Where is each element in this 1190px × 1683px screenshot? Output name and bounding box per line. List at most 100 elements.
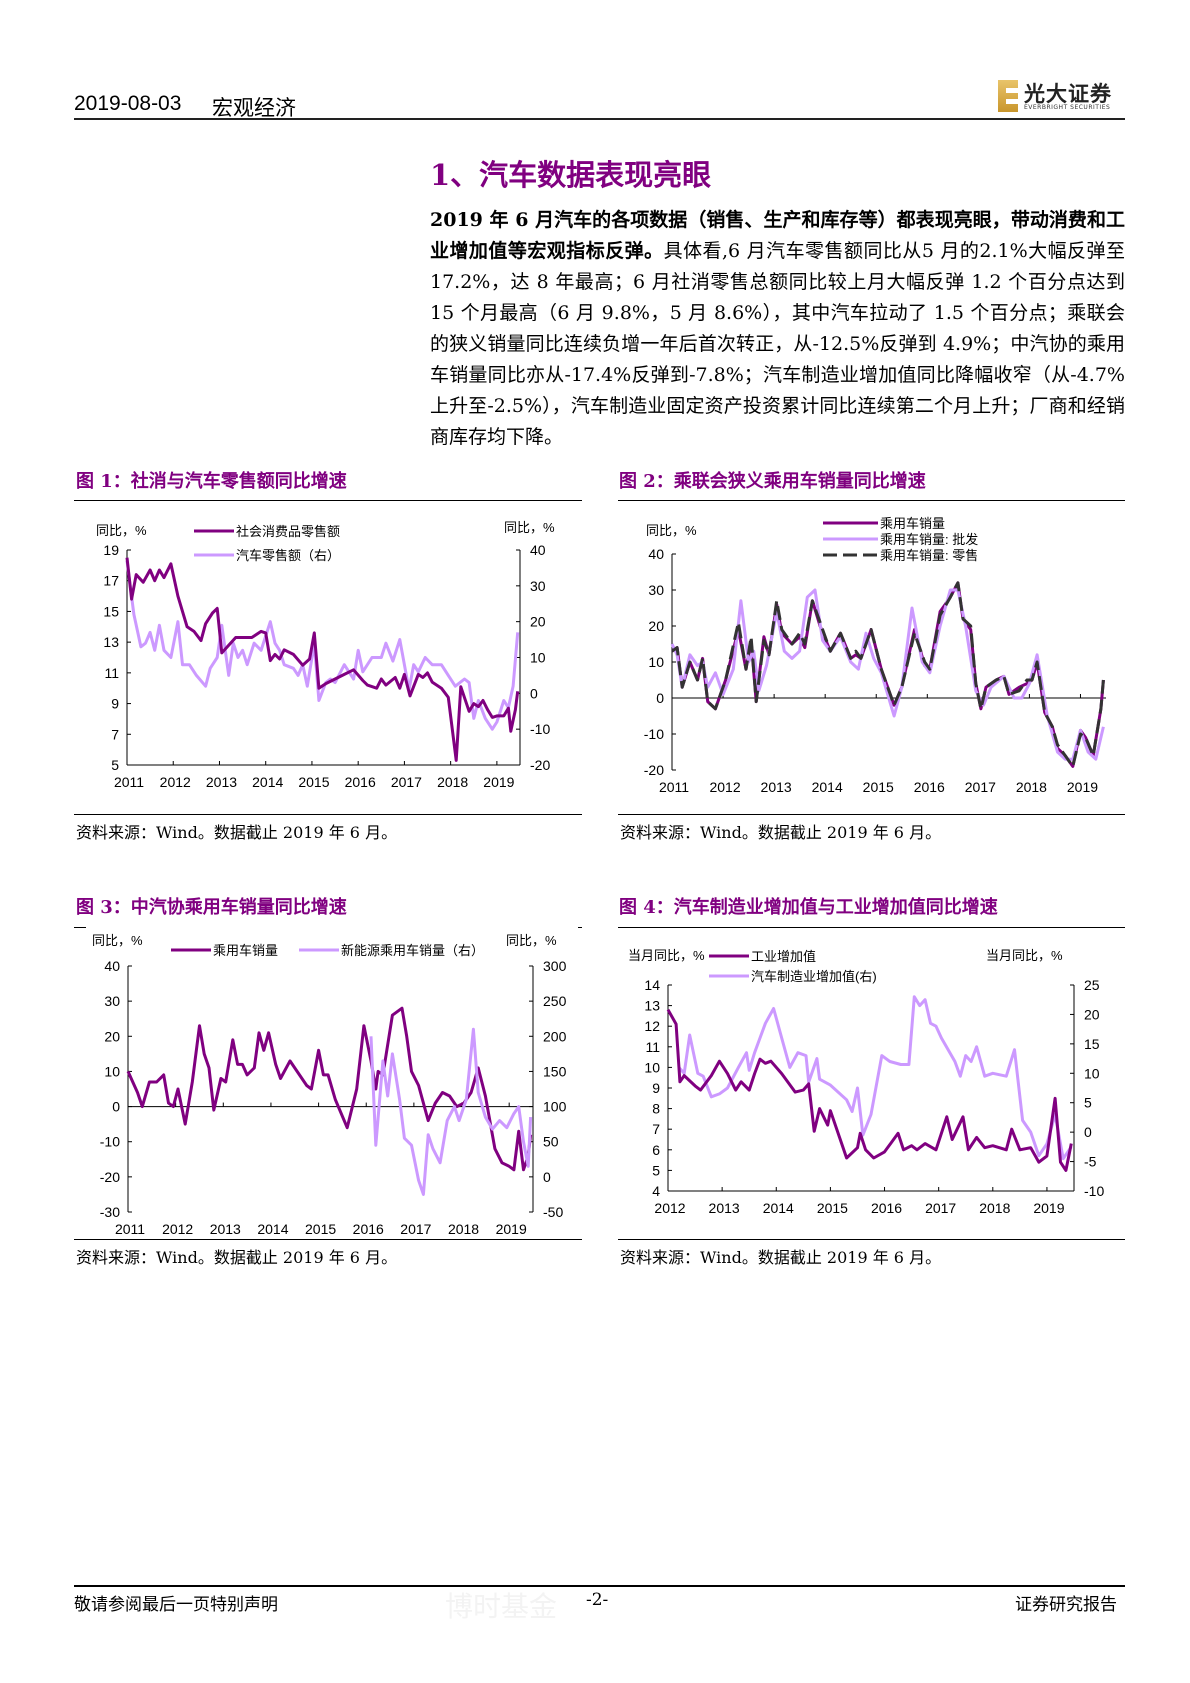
logo-en-text: EVERBRIGHT SECURITIES [1024,104,1111,111]
x-tick-label: 2015 [305,1221,336,1235]
left-y-tick-label: 7 [652,1121,660,1137]
legend-label: 乘用车销量: 批发 [880,532,978,547]
left-y-tick-label: -10 [100,1134,120,1150]
left-axis-unit: 当月同比，% [628,948,705,963]
figure-2-title: 图 2：乘联会狭义乘用车销量同比增速 [619,471,926,492]
right-y-tick-label: -10 [530,721,550,737]
paragraph-body: 具体看,6 月汽车零售额同比从5 月的2.1%大幅反弹至 17.2%，达 8 年… [430,240,1125,448]
x-tick-label: 2013 [210,1221,241,1235]
left-y-tick-label: -30 [100,1204,120,1220]
right-y-tick-label: 25 [1084,977,1100,993]
watermark: 博时基金 [445,1590,558,1623]
left-y-tick-label: 10 [644,1059,660,1075]
figure-1-title: 图 1：社消与汽车零售额同比增速 [76,471,347,492]
legend-label: 乘用车销量: 零售 [880,548,978,563]
figure-3-bottom-rule [74,1239,582,1240]
figure-4-chart: 4 5 6 7 8 9 10 11 12 13 14 -10 -5 0 5 10 15 20 25 2012 2013 2… [628,948,1104,1216]
figure-4-bottom-rule [618,1239,1125,1240]
left-y-tick-label: 0 [112,1099,120,1115]
right-y-tick-label: 250 [543,993,567,1009]
left-y-tick-label: 17 [103,573,119,589]
left-y-tick-label: -20 [100,1169,120,1185]
x-tick-label: 2017 [391,774,422,790]
right-axis-unit: 当月同比，% [986,948,1063,963]
x-tick-label: 2017 [965,779,996,795]
left-y-tick-label: 8 [652,1101,660,1117]
x-tick-label: 2017 [925,1200,956,1216]
left-y-tick-label: 5 [111,757,119,773]
x-tick-label: 2015 [817,1200,848,1216]
left-axis-unit: 同比，% [92,933,143,948]
right-y-tick-label: 0 [1084,1124,1092,1140]
logo-mark-icon [998,80,1018,112]
right-y-tick-label: -5 [1084,1154,1097,1170]
x-tick-label: 2019 [1033,1200,1064,1216]
legend-label: 乘用车销量 [213,943,278,958]
figure-1-chart: 5 7 9 11 13 15 17 19 -20 -10 0 10 20 30 40 2011 2012 2013… [96,520,555,790]
x-tick-label: 2016 [353,1221,384,1235]
right-y-tick-label: -20 [530,757,550,773]
left-y-tick-label: 11 [104,665,119,681]
series-line-1 [125,557,520,762]
x-tick-label: 2011 [659,779,689,795]
legend-label: 汽车零售额（右） [236,548,340,563]
footer-divider [74,1585,1125,1587]
x-tick-label: 2018 [979,1200,1010,1216]
left-y-tick-label: 30 [648,582,664,598]
x-tick-label: 2014 [257,1221,288,1235]
left-y-tick-label: -10 [644,726,664,742]
figure-2-top-rule [618,500,1125,501]
page-number: -2- [586,1590,609,1610]
left-y-tick-label: 14 [644,977,660,993]
left-y-tick-label: 7 [111,726,119,742]
x-tick-label: 2018 [1016,779,1047,795]
left-y-tick-label: 13 [103,634,119,650]
figure-2-chart: -20 -10 0 10 20 30 40 2011 2012 2013 2014 2015 2016 2… [644,516,1106,795]
x-tick-label: 2016 [871,1200,902,1216]
right-y-tick-label: 10 [1084,1065,1100,1081]
x-tick-label: 2014 [812,779,843,795]
x-tick-label: 2011 [115,1221,145,1235]
figure-4-title: 图 4：汽车制造业增加值与工业增加值同比增速 [619,897,998,918]
figure-1-source: 资料来源：Wind。数据截止 2019 年 6 月。 [76,823,398,842]
x-tick-label: 2019 [496,1221,527,1235]
right-y-tick-label: 200 [543,1028,567,1044]
right-y-tick-label: 10 [530,650,546,666]
figure-3-source: 资料来源：Wind。数据截止 2019 年 6 月。 [76,1248,398,1267]
right-y-tick-label: 15 [1084,1036,1100,1052]
left-y-tick-label: 40 [104,958,120,974]
left-y-tick-label: 6 [652,1142,660,1158]
left-y-tick-label: 9 [652,1080,660,1096]
figure-1-top-rule [74,500,582,501]
x-tick-label: 2015 [298,774,329,790]
series-line-1 [126,1006,533,1172]
x-tick-label: 2013 [709,1200,740,1216]
figure-1-bottom-rule [74,814,582,815]
left-y-tick-label: 9 [111,696,119,712]
x-tick-label: 2019 [483,774,514,790]
left-y-tick-label: 20 [648,618,664,634]
right-y-tick-label: -50 [543,1204,563,1220]
x-tick-label: 2015 [863,779,894,795]
right-y-tick-label: 40 [530,542,546,558]
right-axis-unit: 同比，% [504,520,555,535]
company-logo: 光大证券 EVERBRIGHT SECURITIES [998,78,1125,114]
right-y-tick-label: 20 [530,614,546,630]
figure-2-source: 资料来源：Wind。数据截止 2019 年 6 月。 [620,823,942,842]
legend-label: 乘用车销量 [880,516,945,531]
footer-report-type: 证券研究报告 [1015,1595,1117,1615]
right-y-tick-label: 100 [543,1099,567,1115]
left-y-tick-label: 19 [103,542,119,558]
right-y-tick-label: 5 [1084,1095,1092,1111]
x-tick-label: 2016 [345,774,376,790]
left-y-tick-label: 4 [652,1183,660,1199]
report-section: 宏观经济 [212,96,296,120]
right-y-tick-label: 20 [1084,1006,1100,1022]
x-tick-label: 2011 [114,774,144,790]
figure-4-top-rule [618,927,1125,928]
left-axis-unit: 同比，% [646,523,697,538]
legend-label: 工业增加值 [751,949,816,964]
left-y-tick-label: 13 [644,998,660,1014]
left-y-tick-label: 15 [103,603,119,619]
left-y-tick-label: 20 [104,1028,120,1044]
